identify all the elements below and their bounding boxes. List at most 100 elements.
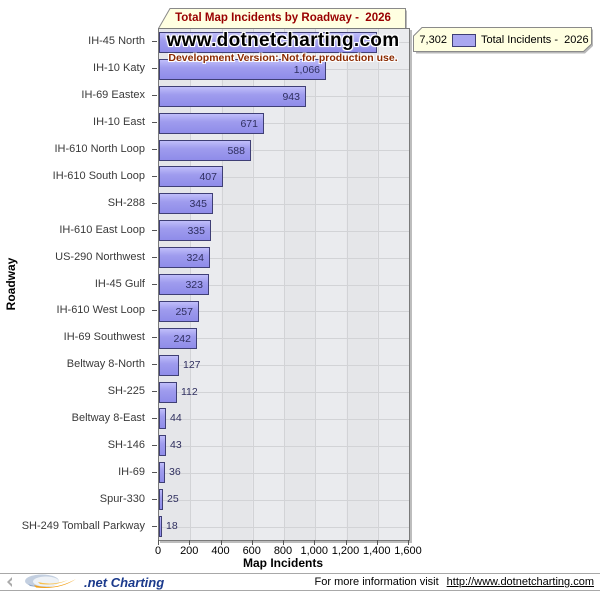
category-label: IH-69 Southwest xyxy=(63,331,145,343)
footer-link[interactable]: http://www.dotnetcharting.com xyxy=(446,576,594,588)
category-label: SH-146 xyxy=(107,439,145,451)
chart-title: Total Map Incidents by Roadway - 2026 xyxy=(175,12,391,24)
y-axis-tick xyxy=(152,257,157,258)
bar-ih-10-east: 671 xyxy=(159,113,264,134)
vertical-gridline xyxy=(315,29,317,540)
x-axis-tick xyxy=(251,540,253,545)
category-label: IH-10 Katy xyxy=(93,62,145,74)
x-axis-tick-label: 800 xyxy=(273,545,293,557)
category-label: IH-10 East xyxy=(93,116,145,128)
category-label: IH-45 Gulf xyxy=(94,278,145,290)
bar-value-label: 25 xyxy=(167,493,179,505)
horizontal-gridline xyxy=(159,150,409,151)
y-axis-tick xyxy=(152,445,157,446)
bar-ih-610-north-loop: 588 xyxy=(159,140,251,161)
legend-box: 7,302 Total Incidents - 2026 xyxy=(413,27,595,54)
horizontal-gridline xyxy=(159,473,409,474)
y-axis-tick xyxy=(152,176,157,177)
horizontal-gridline xyxy=(159,392,409,393)
bar-value-label: 943 xyxy=(282,90,300,103)
horizontal-gridline xyxy=(159,311,409,312)
horizontal-gridline xyxy=(159,177,409,178)
footer-info: For more information visit http://www.do… xyxy=(315,576,594,588)
x-axis-tick xyxy=(314,540,316,545)
y-axis-tick xyxy=(152,310,157,311)
title-tab-shape xyxy=(157,8,407,30)
bar-ih-45-north xyxy=(159,32,377,53)
y-axis-tick xyxy=(152,68,157,69)
bar-ih-610-east-loop: 335 xyxy=(159,220,211,241)
y-axis-tick xyxy=(152,203,157,204)
horizontal-gridline xyxy=(159,365,409,366)
horizontal-gridline xyxy=(159,123,409,124)
legend-series-swatch xyxy=(451,33,476,47)
category-label: IH-610 South Loop xyxy=(52,170,145,182)
bar-value-label: 1,066 xyxy=(293,63,320,76)
x-axis-tick-label: 400 xyxy=(211,545,230,557)
category-label: IH-610 West Loop xyxy=(56,304,145,316)
bar-ih-10-katy: 1,066 xyxy=(159,59,326,80)
dotnetcharting-logo-icon xyxy=(7,574,76,588)
legend-series-label: Total Incidents - 2026 xyxy=(480,34,589,46)
category-label: SH-288 xyxy=(107,197,145,209)
bar-sh-146 xyxy=(159,435,166,456)
x-axis-tick-label: 0 xyxy=(154,545,162,557)
logo-text: .net Charting xyxy=(84,574,165,590)
bar-ih-69-eastex: 943 xyxy=(159,86,306,107)
y-axis-tick xyxy=(152,95,157,96)
category-label: SH-249 Tomball Parkway xyxy=(21,520,145,532)
y-axis-tick xyxy=(152,122,157,123)
x-axis-tick-label: 1,200 xyxy=(331,545,360,557)
y-axis-category-labels: IH-45 North IH-10 Katy IH-69 Eastex IH-10 E… xyxy=(0,28,152,539)
y-axis-tick xyxy=(152,391,157,392)
bar-spur-330 xyxy=(159,489,163,510)
bar-value-label: 127 xyxy=(183,359,201,371)
bar-ih-45-gulf: 323 xyxy=(159,274,209,295)
horizontal-gridline xyxy=(159,338,409,339)
horizontal-gridline xyxy=(159,419,409,420)
y-axis-tick xyxy=(152,526,157,527)
bar-value-label: 257 xyxy=(175,305,193,318)
bar-value-label: 345 xyxy=(189,197,207,210)
footer-logo: .net Charting xyxy=(6,573,164,591)
x-axis-tick xyxy=(283,540,284,545)
y-axis-tick xyxy=(152,364,157,365)
legend-total-value: 7,302 xyxy=(419,34,447,46)
bar-value-label: 671 xyxy=(240,117,258,130)
horizontal-gridline xyxy=(159,285,409,286)
bar-value-label: 36 xyxy=(169,466,181,478)
x-axis-tick xyxy=(376,540,378,545)
x-axis-tick xyxy=(345,540,347,545)
x-axis-tick xyxy=(158,540,159,545)
bar-value-label: 242 xyxy=(173,332,191,345)
vertical-gridline xyxy=(252,29,254,540)
plot-area: 1,066 943 671 588 407 345 335 324 323 257 242 127 11… xyxy=(158,28,410,541)
x-axis-tick-label: 1,400 xyxy=(362,545,391,557)
y-axis-tick xyxy=(152,418,157,419)
bar-us-290-northwest: 324 xyxy=(159,247,210,268)
y-axis-tick xyxy=(152,337,157,338)
bar-sh-288: 345 xyxy=(159,193,213,214)
bar-value-label: 44 xyxy=(170,412,182,424)
bar-value-label: 324 xyxy=(186,251,204,264)
x-axis-tick xyxy=(220,540,222,545)
y-axis-tick xyxy=(152,472,157,473)
bar-beltway-8-north xyxy=(159,355,179,376)
chart-title-tab: Total Map Incidents by Roadway - 2026 xyxy=(157,8,408,30)
category-label: IH-45 North xyxy=(88,35,145,47)
y-axis-tick xyxy=(152,41,157,42)
horizontal-gridline xyxy=(159,231,409,232)
vertical-gridline xyxy=(346,29,348,540)
bar-sh-225 xyxy=(159,382,177,403)
vertical-gridline xyxy=(377,29,379,540)
x-axis-tick-label: 1,000 xyxy=(300,545,329,557)
bar-value-label: 407 xyxy=(199,170,217,183)
bar-ih-610-south-loop: 407 xyxy=(159,166,223,187)
y-axis-tick xyxy=(152,499,157,500)
vertical-gridline xyxy=(221,29,223,540)
category-label: Beltway 8-East xyxy=(71,412,145,424)
category-label: IH-69 xyxy=(118,466,145,478)
y-axis-tick xyxy=(152,230,157,231)
footer-bar: .net Charting For more information visit… xyxy=(0,573,600,591)
bar-value-label: 323 xyxy=(185,278,203,291)
